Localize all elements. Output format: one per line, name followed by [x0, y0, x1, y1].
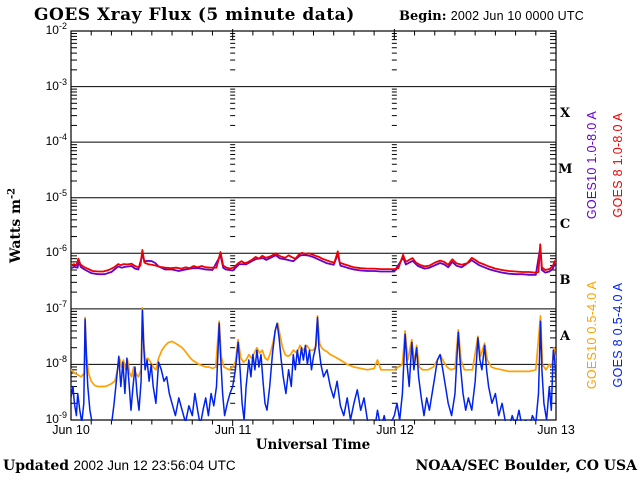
x-axis-tick-label: Jun 13 — [537, 423, 575, 437]
begin-value: 2002 Jun 10 0000 UTC — [450, 9, 584, 23]
legend-goes10-long: GOES10 1.0-8.0 A — [585, 110, 599, 220]
begin-timestamp: Begin: 2002 Jun 10 0000 UTC — [399, 9, 584, 24]
updated-timestamp: Updated 2002 Jun 12 23:56:04 UTC — [3, 458, 236, 474]
y-axis-tick-label: 10-9 — [45, 410, 67, 427]
y-axis-tick-label: 10-8 — [45, 354, 67, 371]
x-axis-tick-label: Jun 12 — [376, 423, 414, 437]
x-axis-title: Universal Time — [255, 437, 371, 453]
y-axis-tick-label: 10-6 — [45, 243, 67, 260]
flare-class-label-a: A — [559, 329, 571, 344]
trace-goes-8-1-0-8-0-a — [71, 243, 556, 274]
x-axis-tick-label: Jun 11 — [214, 423, 252, 437]
chart-title: GOES Xray Flux (5 minute data) — [34, 5, 355, 25]
x-axis-tick-label: Jun 10 — [52, 423, 90, 437]
legend-goes8-long: GOES 8 1.0-8.0 A — [611, 112, 625, 218]
trace-goes-8-0-5-4-0-a — [71, 309, 556, 421]
y-axis-tick-label: 10-7 — [45, 299, 67, 316]
y-axis-tick-label: 10-3 — [45, 77, 67, 94]
flare-class-label-x: X — [559, 106, 571, 121]
credit-text: NOAA/SEC Boulder, CO USA — [415, 458, 638, 474]
trace-goes10-1-0-8-0-a — [71, 246, 556, 276]
legend-goes10-short: GOES10 0.5-4.0 A — [585, 280, 599, 390]
updated-label: Updated — [3, 458, 70, 474]
y-axis-tick-label: 10-4 — [45, 132, 67, 149]
flare-class-label-m: M — [558, 162, 573, 177]
updated-value: 2002 Jun 12 23:56:04 UTC — [73, 458, 236, 473]
y-axis-tick-label: 10-2 — [45, 21, 67, 38]
begin-label: Begin: — [399, 9, 447, 24]
flare-class-label-b: B — [559, 273, 571, 288]
flare-class-label-c: C — [559, 217, 571, 232]
legend-goes8-short: GOES 8 0.5-4.0 A — [611, 282, 625, 388]
y-axis-title: Watts m-2 — [6, 187, 25, 264]
y-axis-tick-label: 10-5 — [45, 188, 67, 205]
